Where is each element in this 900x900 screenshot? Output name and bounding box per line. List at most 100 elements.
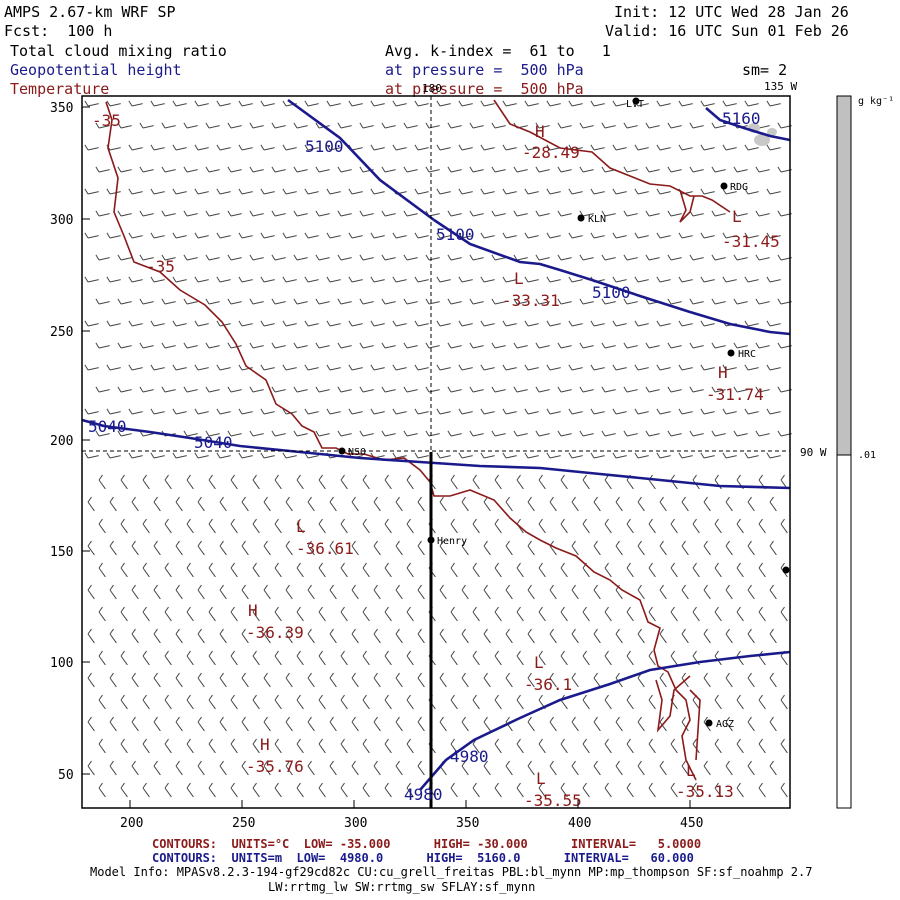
wind-barb xyxy=(623,430,638,437)
wind-barb xyxy=(260,320,275,327)
wind-barb xyxy=(414,320,429,327)
wind-barb xyxy=(766,364,781,371)
wind-barb xyxy=(744,276,759,283)
wind-barb xyxy=(505,584,513,600)
wind-barb xyxy=(700,232,715,239)
wind-barb xyxy=(282,364,297,371)
wind-barb xyxy=(538,650,546,666)
wind-barb xyxy=(98,474,106,490)
wind-barb xyxy=(395,584,403,600)
wind-barb xyxy=(513,254,528,261)
wind-barb xyxy=(318,782,326,798)
wind-barb xyxy=(491,210,506,217)
wind-barb xyxy=(186,650,194,666)
wind-barb xyxy=(260,408,275,415)
wind-barb xyxy=(351,672,359,688)
wind-barb xyxy=(502,364,517,371)
wind-barb xyxy=(274,782,282,798)
wind-barb xyxy=(612,452,627,459)
wind-barb xyxy=(758,782,766,798)
hgt-contour-5100-upper xyxy=(287,98,435,222)
wind-barb xyxy=(150,100,165,107)
wind-barb xyxy=(359,122,374,129)
wind-barb xyxy=(557,298,572,305)
wind-barb xyxy=(494,650,502,666)
wind-barb xyxy=(252,738,260,754)
wind-barb xyxy=(692,474,700,490)
wind-barb xyxy=(656,144,671,151)
wind-barb xyxy=(744,408,759,415)
wind-barb xyxy=(425,342,440,349)
wind-barb xyxy=(271,386,286,393)
wind-barb xyxy=(109,584,117,600)
wind-barb xyxy=(535,430,550,437)
wind-barb xyxy=(480,144,495,151)
station-agz-label: AGZ xyxy=(716,719,734,730)
temp-label-minus35-b: -35 xyxy=(146,257,175,276)
wind-barb xyxy=(362,606,370,622)
wind-barb xyxy=(392,100,407,107)
wind-barb xyxy=(505,496,513,512)
wind-barb xyxy=(469,210,484,217)
wind-barb xyxy=(689,298,704,305)
wind-barb xyxy=(747,716,755,732)
wind-barb xyxy=(142,606,150,622)
wind-barb xyxy=(296,606,304,622)
wind-barb xyxy=(568,364,583,371)
wind-barb xyxy=(505,628,513,644)
wind-barb xyxy=(373,716,381,732)
wind-barb xyxy=(230,694,238,710)
field-temp-label: Temperature xyxy=(10,80,110,98)
avg-k-index: Avg. k-index = 61 to 1 xyxy=(385,42,611,60)
wind-barb xyxy=(513,166,528,173)
wind-barb xyxy=(494,738,502,754)
wind-barb xyxy=(307,672,315,688)
wind-barb xyxy=(656,188,671,195)
wind-barb xyxy=(362,562,370,578)
wind-barb xyxy=(656,232,671,239)
temp-contour-north xyxy=(493,99,731,213)
wind-barb xyxy=(307,584,315,600)
wind-barb xyxy=(172,320,187,327)
y-tick-label-300: 300 xyxy=(50,213,73,228)
wind-barb xyxy=(678,232,693,239)
wind-barb xyxy=(260,452,275,459)
wind-barb xyxy=(161,298,176,305)
wind-barb xyxy=(546,232,561,239)
wind-barb xyxy=(186,562,194,578)
wind-barb xyxy=(447,122,462,129)
wind-barb xyxy=(208,518,216,534)
wind-barb xyxy=(590,364,605,371)
wind-barb xyxy=(172,188,187,195)
wind-barb xyxy=(208,606,216,622)
hgt-label-5040-b: 5040 xyxy=(194,433,233,452)
wind-barb xyxy=(733,430,748,437)
wind-barb xyxy=(725,584,733,600)
station-rdg-label: RDG xyxy=(730,182,748,193)
wind-barb xyxy=(758,562,766,578)
wind-barb xyxy=(227,386,242,393)
hl-value-10: -35.13 xyxy=(676,782,734,801)
wind-barb xyxy=(318,474,326,490)
wind-barb xyxy=(604,562,612,578)
wind-barb xyxy=(403,254,418,261)
wind-barb xyxy=(274,562,282,578)
wind-barb xyxy=(648,474,656,490)
wind-barb xyxy=(296,518,304,534)
wind-barb xyxy=(461,628,469,644)
wind-barb xyxy=(535,166,550,173)
model-title: AMPS 2.67-km WRF SP xyxy=(4,3,176,21)
wind-barb xyxy=(238,320,253,327)
wind-barb xyxy=(637,716,645,732)
wind-barb xyxy=(560,606,568,622)
wind-barb xyxy=(711,298,726,305)
wind-barb xyxy=(502,188,517,195)
hl-value-6: -36.39 xyxy=(246,623,304,642)
wind-barb xyxy=(139,254,154,261)
wind-barb xyxy=(546,188,561,195)
x-tick-label-200: 200 xyxy=(120,816,143,831)
wind-barb xyxy=(483,496,491,512)
wind-barb xyxy=(329,584,337,600)
wind-barb xyxy=(230,562,238,578)
wind-barb xyxy=(395,672,403,688)
